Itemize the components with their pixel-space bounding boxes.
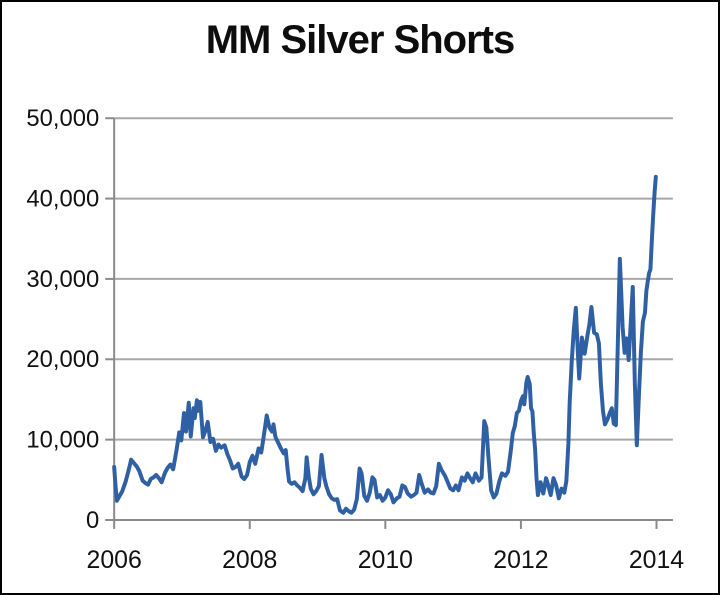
x-tick-label: 2010 <box>358 547 413 574</box>
x-tick-label: 2006 <box>87 547 142 574</box>
y-tick-label: 50,000 <box>26 105 99 132</box>
data-series-line <box>112 174 658 515</box>
y-tick-label: 40,000 <box>26 186 99 213</box>
x-tick-label: 2012 <box>493 547 548 574</box>
y-tick-label: 0 <box>86 507 99 534</box>
x-tick-label: 2014 <box>629 547 684 574</box>
y-tick-label: 30,000 <box>26 266 99 293</box>
x-tick-label: 2008 <box>222 547 277 574</box>
chart-title: MM Silver Shorts <box>205 18 516 62</box>
y-tick-label: 20,000 <box>26 346 99 373</box>
y-tick-label: 10,000 <box>26 427 99 454</box>
